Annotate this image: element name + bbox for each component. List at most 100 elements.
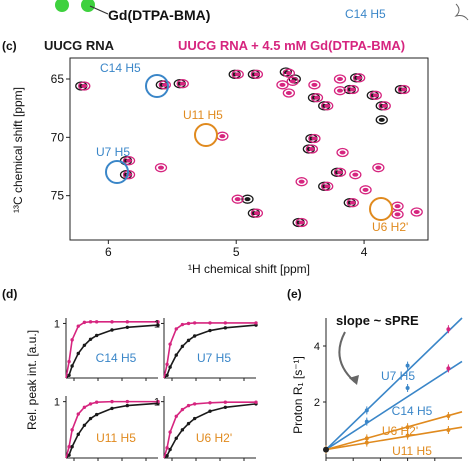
decay-point-2-0-4 xyxy=(88,416,93,421)
nmr-peaks xyxy=(75,67,423,228)
r1-point-0-1 xyxy=(364,408,369,413)
dot-connector xyxy=(89,5,109,15)
decay-point-2-0-3 xyxy=(82,423,87,428)
decay-point-2-0-6 xyxy=(110,406,114,411)
panel-e-label: (e) xyxy=(287,287,302,301)
peak-para-2-outer xyxy=(176,79,189,89)
decay-curve-2-0 xyxy=(65,402,159,459)
decay-point-2-0-1 xyxy=(70,445,74,449)
decay-point-2-1-4 xyxy=(88,402,93,406)
peak-para-16-outer xyxy=(369,90,382,100)
decay-point-0-1-1 xyxy=(70,338,74,342)
peak-para-35-core xyxy=(375,165,382,170)
decay-point-0-0-3 xyxy=(82,343,87,347)
green-dot-2 xyxy=(81,0,95,12)
peak-para-24-outer xyxy=(250,208,264,218)
decay-point-0-0-7 xyxy=(125,325,130,329)
decay-ytick-label-2: 1 xyxy=(54,397,60,409)
decay-point-1-0-3 xyxy=(180,344,185,349)
decay-point-3-1-2 xyxy=(174,414,178,418)
r1-ylabel: Proton R₁ [s⁻¹] xyxy=(291,356,305,434)
peak-para-20-outer xyxy=(122,156,136,166)
decay-point-0-0-8 xyxy=(156,323,160,327)
decay-point-2-1-0 xyxy=(67,445,71,449)
annot-u11-h5: U11 H5 xyxy=(183,108,223,122)
peak-para-9-core xyxy=(311,82,318,87)
peak-para-10-outer xyxy=(310,93,324,103)
r1-point-2-1 xyxy=(364,436,369,441)
decay-point-1-0-6 xyxy=(208,328,212,333)
peak-para-17-core xyxy=(381,103,388,108)
nmr-plot-frame xyxy=(69,57,429,241)
r1-fit-0 xyxy=(325,317,463,451)
r1-line-label-2: U6 H2' xyxy=(382,424,418,438)
peak-ref-14-outer xyxy=(375,115,388,125)
peak-para-12-outer xyxy=(333,74,347,84)
r1-point-2-2 xyxy=(405,425,410,430)
peak-para-37-core xyxy=(394,212,401,217)
peak-para-16-core xyxy=(372,93,379,98)
peak-para-19-core xyxy=(219,134,226,139)
decay-point-2-0-0 xyxy=(67,453,71,457)
peak-para-7-core xyxy=(279,82,286,87)
decay-point-0-0-5 xyxy=(94,333,99,338)
nmr-xlabel: ¹H chemical shift [ppm] xyxy=(188,262,310,276)
r1-ytick-label-1: 4 xyxy=(314,341,320,353)
decay-point-3-0-3 xyxy=(180,428,185,432)
decay-point-3-1-3 xyxy=(180,407,185,412)
peak-para-11-core xyxy=(324,103,331,108)
peak-para-12-core xyxy=(337,77,343,81)
peak-para-34-core xyxy=(352,172,359,177)
decay-curve-3-0 xyxy=(163,403,257,459)
peak-para-26-outer xyxy=(321,181,334,191)
peak-para-4-outer xyxy=(250,69,264,79)
gd-legend-label: Gd(DTPA-BMA) xyxy=(108,7,210,23)
peak-para-14-outer xyxy=(346,84,359,95)
panel-d-label: (d) xyxy=(2,287,17,301)
peak-para-32-outer xyxy=(336,147,349,158)
peak-ref-14-core xyxy=(378,117,385,122)
decay-point-3-1-5 xyxy=(192,402,197,406)
decay-point-3-0-2 xyxy=(174,436,178,440)
decay-point-3-0-1 xyxy=(168,447,172,452)
decay-point-0-1-6 xyxy=(110,320,114,324)
decay-curve-3-1 xyxy=(163,401,256,459)
peak-para-22-outer xyxy=(122,170,136,180)
r1-point-1-3 xyxy=(446,366,451,371)
nmr-xtick-label-0: 6 xyxy=(105,245,112,259)
decay-label-2: U11 H5 xyxy=(96,431,136,445)
decay-point-1-1-6 xyxy=(208,321,212,325)
annot-u7-h5: U7 H5 xyxy=(96,145,130,159)
decay-point-2-0-5 xyxy=(94,412,99,417)
decay-point-1-1-2 xyxy=(174,327,178,331)
peak-para-2-core xyxy=(179,81,186,86)
peak-para-0-core xyxy=(81,84,88,88)
green-dot-1 xyxy=(55,0,69,12)
peak-para-5-core xyxy=(285,71,292,76)
nmr-ylabel: ¹³C chemical shift [ppm] xyxy=(11,87,25,213)
legend-magenta: UUCG RNA + 4.5 mM Gd(DTPA-BMA) xyxy=(178,38,405,53)
panel-e: (e) Proton R₁ [s⁻¹] 2 4 U7 H5 C14 H5 U6 H2' U… xyxy=(287,287,463,461)
peak-para-30-outer xyxy=(305,144,319,154)
peak-para-21-outer xyxy=(154,163,168,173)
r1-point-3-1 xyxy=(364,440,369,445)
panel-c-label: (c) xyxy=(2,39,17,53)
decay-point-0-1-8 xyxy=(156,320,160,324)
decay-point-3-1-8 xyxy=(254,400,258,404)
decay-point-1-1-0 xyxy=(165,362,169,367)
peak-para-21-core xyxy=(158,165,164,170)
decay-ytick-label-3: 1 xyxy=(154,397,160,409)
top-strip: Gd(DTPA-BMA) C14 H5 xyxy=(55,0,469,23)
decay-plots: 1 C14 H5 1 U7 H5 1 U11 H5 1 U6 H2' xyxy=(54,318,258,461)
decay-point-2-1-5 xyxy=(94,400,99,404)
r1-ytick-label-0: 2 xyxy=(314,397,320,409)
slope-annotation: slope ~ sPRE xyxy=(336,313,419,328)
r1-point-1-1 xyxy=(364,419,369,424)
nmr-xtick-label-2: 4 xyxy=(361,245,368,259)
decay-point-3-1-1 xyxy=(168,430,172,434)
top-right-label: C14 H5 xyxy=(345,7,386,21)
highlight-c14-h5 xyxy=(145,74,169,98)
r1-point-3-2 xyxy=(405,433,410,438)
peak-para-3-core xyxy=(234,72,241,77)
